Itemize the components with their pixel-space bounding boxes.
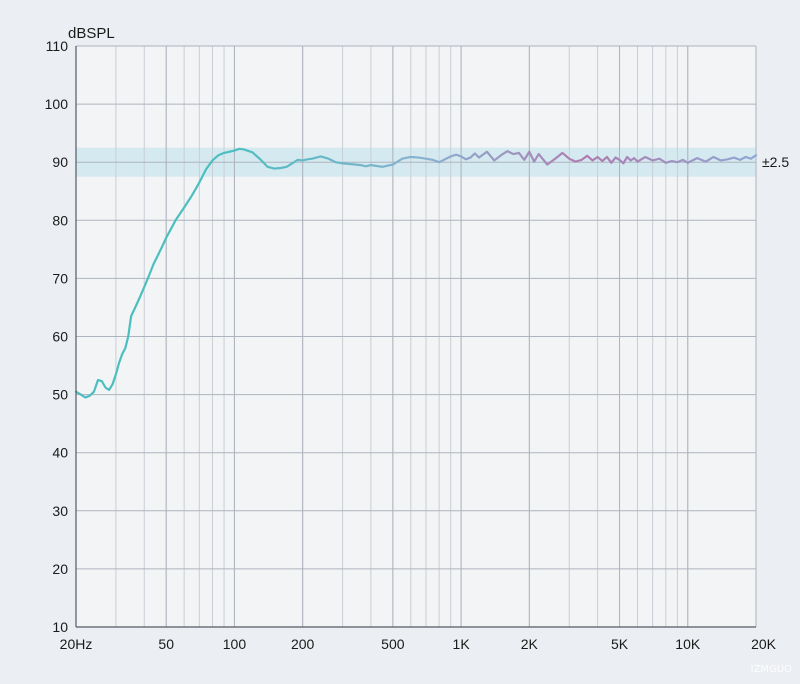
y-tick-label: 70 xyxy=(52,270,68,286)
x-tick-label: 5K xyxy=(611,636,629,652)
x-tick-label: 200 xyxy=(291,636,315,652)
y-axis-label: dBSPL xyxy=(68,25,115,42)
x-tick-label: 1K xyxy=(453,636,471,652)
grid-layer xyxy=(75,45,757,628)
y-tick-label: 50 xyxy=(52,387,68,403)
y-tick-label: 60 xyxy=(52,329,68,345)
y-tick-label: 80 xyxy=(52,212,68,228)
y-tick-label: 100 xyxy=(45,96,69,112)
x-tick-label: 2K xyxy=(521,636,539,652)
y-tick-label: 110 xyxy=(46,38,69,54)
x-tick-label: 10K xyxy=(675,636,701,652)
watermark-text: IZMGUO xyxy=(750,664,792,675)
label-layer: 10 20 30 40 50 60 70 80 90 100 110 20Hz 50 100 200 500 1… xyxy=(45,25,790,652)
y-tick-label: 30 xyxy=(52,503,68,519)
x-tick-label: 500 xyxy=(381,636,405,652)
curve-layer xyxy=(74,147,758,399)
axis-layer xyxy=(75,46,756,628)
x-tick-label: 50 xyxy=(158,636,174,652)
response-curve xyxy=(74,147,758,399)
x-tick-label: 100 xyxy=(223,636,247,652)
x-tick-label: 20Hz xyxy=(60,636,93,652)
tolerance-band-label: ±2.5 xyxy=(762,154,789,170)
x-tick-label: 20K xyxy=(751,636,777,652)
y-tick-label: 10 xyxy=(52,619,68,635)
y-tick-label: 20 xyxy=(52,561,68,577)
y-tick-label: 40 xyxy=(52,445,68,461)
y-tick-label: 90 xyxy=(52,154,68,170)
